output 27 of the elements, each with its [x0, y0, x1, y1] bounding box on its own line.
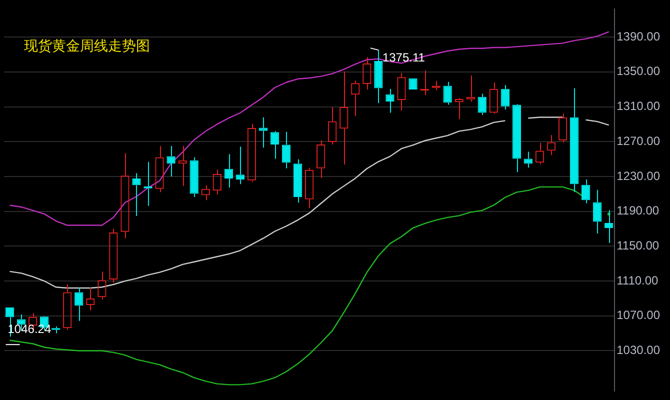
- y-tick-label: 1350.00: [616, 64, 660, 78]
- candlestick: [190, 156, 198, 198]
- text: 现货黄金周线走势图: [24, 38, 150, 55]
- y-tick-label: 1230.00: [616, 168, 660, 183]
- candlestick: [166, 145, 176, 177]
- y-tick-label: 1390.00: [616, 29, 660, 44]
- candlestick: [582, 178, 590, 204]
- y-tick-label: 1110.00: [616, 273, 659, 288]
- candlestick: [604, 210, 614, 244]
- y-tick-label: 1070.00: [616, 308, 660, 322]
- y-tick-label: 1150.00: [616, 238, 660, 252]
- candlestick: [593, 189, 602, 234]
- candlestick: [236, 146, 245, 185]
- candlestick: [258, 116, 268, 148]
- y-tick-label: 1310.00: [616, 99, 660, 114]
- candlestick: [570, 88, 579, 193]
- y-tick-label: 1190.00: [616, 204, 660, 218]
- y-tick-label: 1270.00: [616, 134, 660, 148]
- candlestick: [282, 131, 291, 169]
- candlestick: [374, 50, 383, 104]
- y-tick-label: 1030.00: [616, 343, 660, 358]
- annotation: 1375.11: [382, 50, 426, 64]
- candlestick: [293, 158, 302, 204]
- candlestick: [478, 93, 486, 116]
- candlestick: [512, 104, 522, 173]
- candlestick: [443, 81, 452, 106]
- candlestick: [500, 84, 510, 110]
